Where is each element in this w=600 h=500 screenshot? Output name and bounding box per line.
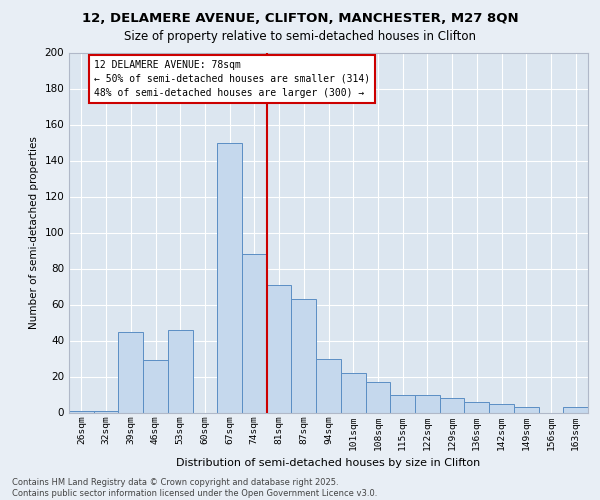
Bar bbox=[242, 254, 267, 412]
Text: 12 DELAMERE AVENUE: 78sqm
← 50% of semi-detached houses are smaller (314)
48% of: 12 DELAMERE AVENUE: 78sqm ← 50% of semi-… bbox=[94, 60, 370, 98]
Bar bbox=[217, 142, 242, 412]
Bar bbox=[292, 299, 316, 412]
Bar bbox=[563, 407, 588, 412]
Bar bbox=[514, 407, 539, 412]
Text: Contains HM Land Registry data © Crown copyright and database right 2025.
Contai: Contains HM Land Registry data © Crown c… bbox=[12, 478, 377, 498]
Bar bbox=[94, 410, 118, 412]
Bar bbox=[341, 373, 365, 412]
Bar bbox=[168, 330, 193, 412]
Bar bbox=[118, 332, 143, 412]
Bar bbox=[365, 382, 390, 412]
Bar bbox=[440, 398, 464, 412]
Text: 12, DELAMERE AVENUE, CLIFTON, MANCHESTER, M27 8QN: 12, DELAMERE AVENUE, CLIFTON, MANCHESTER… bbox=[82, 12, 518, 26]
Bar bbox=[69, 410, 94, 412]
Bar bbox=[464, 402, 489, 412]
X-axis label: Distribution of semi-detached houses by size in Clifton: Distribution of semi-detached houses by … bbox=[176, 458, 481, 468]
Bar bbox=[143, 360, 168, 412]
Bar bbox=[316, 358, 341, 412]
Bar bbox=[489, 404, 514, 412]
Bar bbox=[267, 284, 292, 412]
Bar bbox=[415, 394, 440, 412]
Bar bbox=[390, 394, 415, 412]
Text: Size of property relative to semi-detached houses in Clifton: Size of property relative to semi-detach… bbox=[124, 30, 476, 43]
Y-axis label: Number of semi-detached properties: Number of semi-detached properties bbox=[29, 136, 39, 329]
